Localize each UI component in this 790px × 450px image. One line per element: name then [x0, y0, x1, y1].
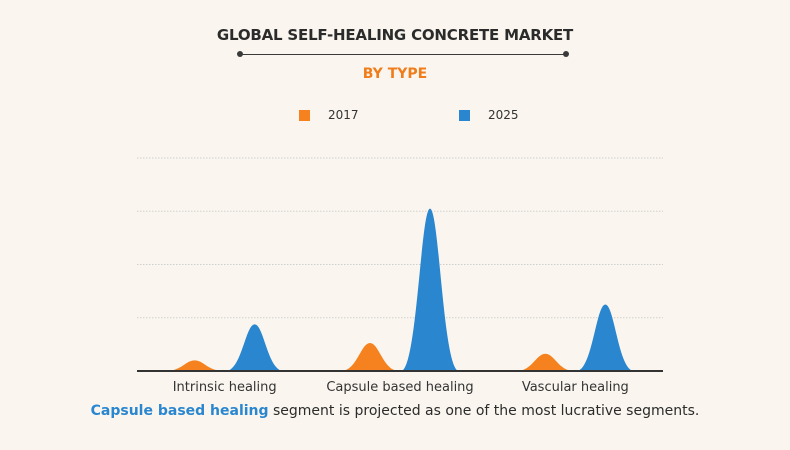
legend-label-2017: 2017: [328, 108, 359, 122]
legend-label-2025: 2025: [488, 108, 519, 122]
legend-swatch-2017: [299, 109, 310, 121]
peak-2025-intrinsic-healing: [225, 324, 284, 371]
series-peaks: [165, 208, 635, 371]
caption-text: segment is projected as one of the most …: [268, 403, 700, 419]
title-underline-left-dot: [237, 51, 243, 57]
legend-item-2025: 2025: [459, 108, 519, 122]
peak-2017-capsule-based-healing: [341, 343, 399, 371]
peak-2017-vascular-healing: [516, 353, 575, 371]
caption-highlight: Capsule based healing: [90, 403, 269, 419]
peak-2025-vascular-healing: [576, 304, 635, 371]
peak-2025-capsule-based-healing: [401, 208, 459, 371]
chart-title: GLOBAL SELF-HEALING CONCRETE MARKET: [216, 26, 574, 44]
chart-subtitle: BY TYPE: [362, 66, 428, 82]
legend-item-2017: 2017: [299, 108, 359, 122]
title-underline-right-dot: [563, 51, 569, 57]
x-tick-label: Vascular healing: [522, 380, 629, 395]
x-tick-labels: Intrinsic healing Capsule based healing Va…: [173, 380, 629, 395]
gridlines: [137, 157, 663, 319]
title-underline: [240, 54, 566, 55]
legend-swatch-2025: [459, 109, 470, 121]
x-tick-label: Capsule based healing: [326, 380, 473, 395]
x-tick-label: Intrinsic healing: [173, 380, 277, 395]
peak-2017-intrinsic-healing: [165, 360, 224, 371]
chart-caption: Capsule based healing segment is project…: [0, 403, 790, 419]
